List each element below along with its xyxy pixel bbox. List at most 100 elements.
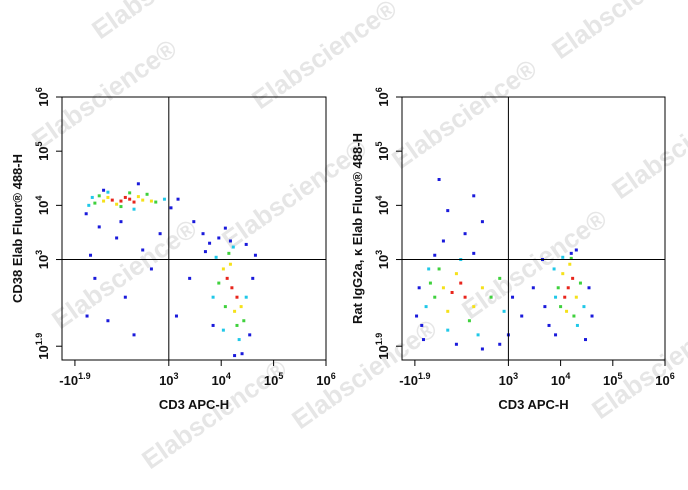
tick-exponent: 6 bbox=[34, 87, 44, 92]
data-point bbox=[89, 253, 93, 257]
tick-base: 10 bbox=[603, 373, 617, 388]
data-point bbox=[115, 236, 119, 240]
tick-exponent: 1.9 bbox=[78, 371, 91, 381]
data-point bbox=[424, 305, 428, 309]
plot-frame bbox=[61, 96, 327, 361]
x-axis-label: CD3 APC-H bbox=[498, 397, 568, 412]
y-tick-label: 106 bbox=[34, 87, 51, 106]
data-point bbox=[228, 262, 232, 266]
data-point bbox=[582, 305, 586, 309]
data-point bbox=[480, 286, 484, 290]
data-point bbox=[587, 286, 591, 290]
watermark: Elabscience® bbox=[606, 83, 688, 205]
tick-base: 10 bbox=[376, 146, 391, 160]
data-point bbox=[437, 178, 441, 182]
data-point bbox=[119, 199, 123, 203]
data-point bbox=[566, 286, 570, 290]
tick-exponent: 6 bbox=[374, 87, 384, 92]
data-point bbox=[221, 328, 225, 332]
tick-exponent: 3 bbox=[374, 250, 384, 255]
tick-exponent: 5 bbox=[618, 371, 623, 381]
data-point bbox=[253, 253, 257, 257]
data-point bbox=[162, 197, 166, 201]
x-tick-label: -101.9 bbox=[399, 371, 430, 388]
tick-exponent: 1.9 bbox=[34, 333, 44, 346]
data-point bbox=[463, 232, 467, 236]
data-point bbox=[149, 267, 153, 271]
data-point bbox=[102, 199, 106, 203]
x-tick-label: 105 bbox=[264, 371, 283, 388]
data-point bbox=[568, 262, 572, 266]
data-point bbox=[472, 251, 476, 255]
data-point bbox=[459, 281, 463, 285]
data-point bbox=[446, 309, 450, 313]
tick-exponent: 3 bbox=[174, 371, 179, 381]
tick-base: 10 bbox=[316, 373, 330, 388]
watermark: Elabscience® bbox=[216, 133, 372, 255]
data-point bbox=[244, 295, 248, 299]
tick-exponent: 1.9 bbox=[374, 333, 384, 346]
data-point bbox=[214, 255, 218, 259]
data-point bbox=[141, 248, 145, 252]
data-point bbox=[437, 267, 441, 271]
data-point bbox=[90, 195, 94, 199]
y-tick-label: 105 bbox=[34, 141, 51, 160]
tick-base: 10 bbox=[36, 201, 51, 215]
data-point bbox=[149, 199, 153, 203]
data-point bbox=[208, 241, 212, 245]
data-point bbox=[563, 295, 567, 299]
tick-base: 10 bbox=[36, 146, 51, 160]
tick-base: 10 bbox=[376, 92, 391, 106]
data-point bbox=[454, 342, 458, 346]
data-point bbox=[561, 255, 565, 259]
data-point bbox=[132, 207, 136, 211]
data-point bbox=[454, 272, 458, 276]
watermark: Elabscience® bbox=[586, 303, 688, 425]
data-point bbox=[450, 290, 454, 294]
data-point bbox=[106, 190, 110, 194]
data-point bbox=[441, 239, 445, 243]
data-point bbox=[87, 203, 91, 207]
tick-exponent: 3 bbox=[513, 371, 518, 381]
data-point bbox=[467, 319, 471, 323]
data-point bbox=[84, 212, 88, 216]
y-tick-label: 103 bbox=[34, 250, 51, 269]
tick-exponent: 4 bbox=[565, 371, 570, 381]
tick-exponent: 6 bbox=[670, 371, 675, 381]
data-point bbox=[498, 342, 502, 346]
data-point bbox=[237, 338, 241, 342]
y-tick-label: 104 bbox=[34, 196, 51, 215]
data-point bbox=[106, 195, 110, 199]
data-point bbox=[572, 314, 576, 318]
data-point bbox=[93, 276, 97, 280]
tick-exponent: 5 bbox=[374, 141, 384, 146]
tick-exponent: 4 bbox=[374, 196, 384, 201]
data-point bbox=[233, 354, 237, 358]
data-point bbox=[547, 323, 551, 327]
data-point bbox=[489, 295, 493, 299]
y-tick-label: 104 bbox=[374, 196, 391, 215]
tick-base: 10 bbox=[159, 373, 173, 388]
data-point bbox=[531, 286, 535, 290]
data-point bbox=[575, 323, 579, 327]
x-tick-label: 104 bbox=[551, 371, 570, 388]
tick-base: 10 bbox=[376, 345, 391, 359]
data-point bbox=[446, 209, 450, 213]
data-point bbox=[123, 195, 127, 199]
y-tick-label: 103 bbox=[374, 250, 391, 269]
y-tick-label: 101.9 bbox=[34, 333, 51, 360]
data-point bbox=[574, 295, 578, 299]
data-point bbox=[132, 333, 136, 337]
watermark: Elabscience® bbox=[46, 213, 202, 335]
tick-base: 10 bbox=[36, 255, 51, 269]
data-point bbox=[520, 314, 524, 318]
y-axis-label: Rat IgG2a, κ Elab Fluor® 488-H bbox=[350, 133, 365, 324]
data-point bbox=[480, 347, 484, 351]
tick-exponent: 5 bbox=[34, 141, 44, 146]
data-point bbox=[441, 286, 445, 290]
data-point bbox=[217, 281, 221, 285]
data-point bbox=[554, 333, 558, 337]
data-point bbox=[463, 295, 467, 299]
